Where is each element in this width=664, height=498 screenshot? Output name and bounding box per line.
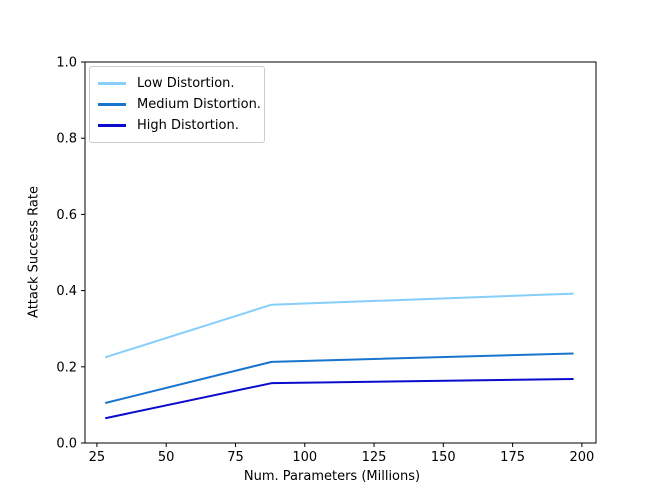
x-tick-label: 75: [227, 450, 244, 465]
y-axis-title: Attack Success Rate: [26, 186, 42, 318]
x-tick-label: 100: [292, 450, 317, 465]
legend-label: Medium Distortion.: [137, 97, 261, 112]
x-tick-label: 25: [89, 450, 106, 465]
legend-item: Low Distortion.: [98, 73, 254, 94]
series-line-low-distortion: [104, 292, 574, 359]
x-tick-label: 125: [362, 450, 387, 465]
legend: Low Distortion. Medium Distortion. High Di…: [89, 66, 265, 143]
legend-item: High Distortion.: [98, 115, 254, 136]
x-tick-label: 175: [500, 450, 525, 465]
x-tick-label: 200: [569, 450, 594, 465]
legend-line-swatch: [98, 82, 126, 85]
x-axis-title: Num. Parameters (Millions): [243, 469, 421, 484]
legend-label: High Distortion.: [137, 118, 239, 133]
x-tick-label: 150: [431, 450, 456, 465]
y-tick-label: 1.0: [56, 56, 77, 71]
legend-line-swatch: [98, 124, 126, 127]
series-line-high-distortion: [105, 377, 574, 420]
legend-line-swatch: [98, 103, 126, 106]
y-tick-label: 0.4: [56, 284, 77, 299]
legend-label: Low Distortion.: [137, 76, 235, 91]
y-tick-label: 0.6: [56, 208, 77, 223]
plot-area-border: [84, 61, 597, 444]
y-tick-label: 0.0: [56, 437, 77, 452]
legend-item: Medium Distortion.: [98, 94, 261, 115]
y-tick-label: 0.2: [56, 360, 77, 375]
x-tick-label: 50: [158, 450, 175, 465]
series-line-medium-distortion: [104, 352, 574, 404]
y-tick-label: 0.8: [56, 132, 77, 147]
